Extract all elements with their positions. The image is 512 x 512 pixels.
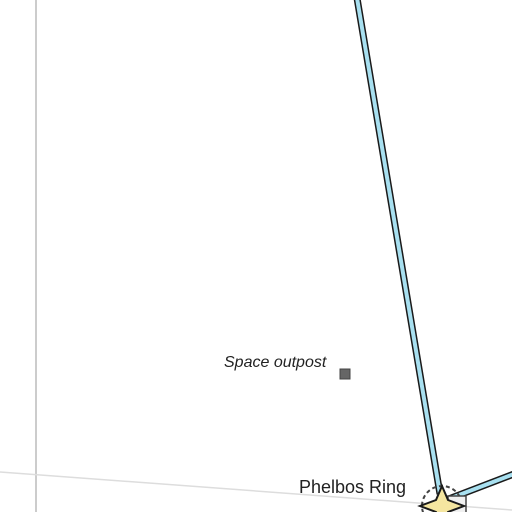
- outpost-square-icon[interactable]: [339, 368, 351, 380]
- outpost-label: Space outpost: [224, 354, 327, 371]
- star-icon: [417, 483, 467, 512]
- station-label: Phelbos Ring: [299, 477, 407, 497]
- route-north[interactable]: [353, 0, 444, 495]
- phelbos-ring-marker[interactable]: [417, 483, 467, 512]
